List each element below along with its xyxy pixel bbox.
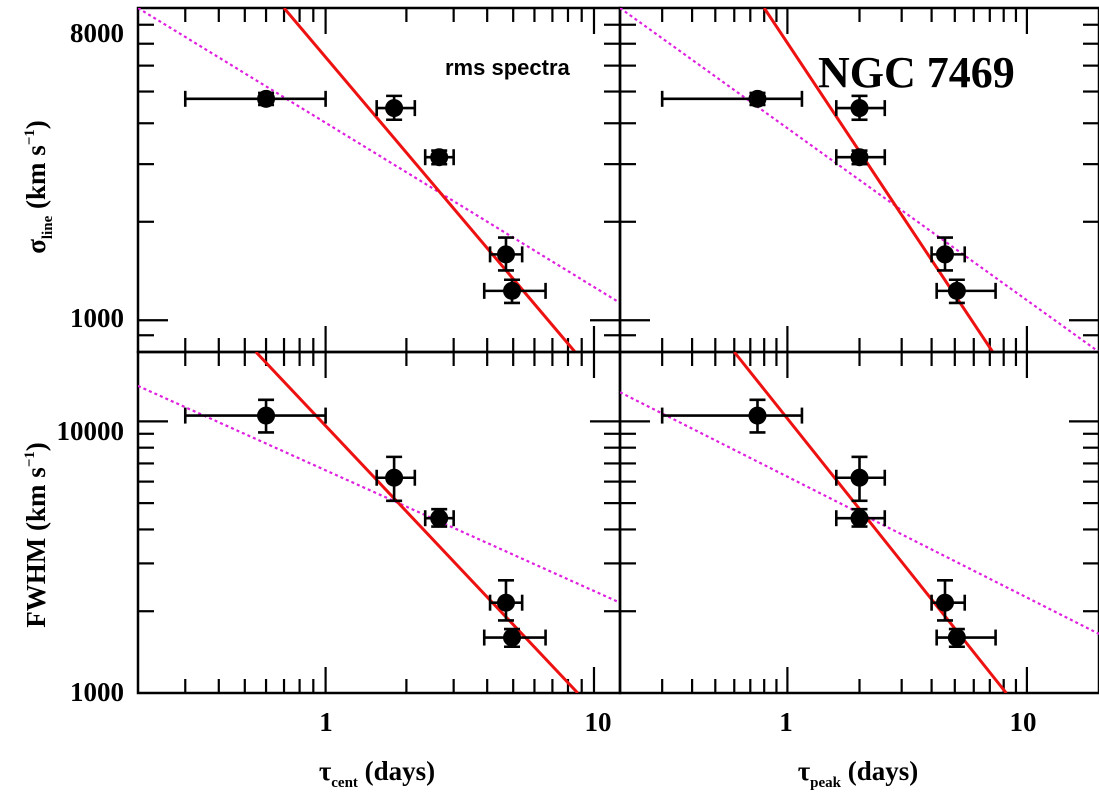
panel-plot-area [138,8,620,352]
data-point-1 [660,89,804,108]
data-point-5 [935,278,997,305]
y-axis-label-top: σline (km s−1) [21,120,56,254]
annotation-rms-spectra: rms spectra [445,55,571,80]
data-marker [503,628,522,647]
panel-bottom-right [618,350,1099,695]
panel-bottom-left [136,350,622,695]
data-point-2 [375,94,417,122]
data-marker [257,406,276,425]
data-point-1 [183,398,327,434]
data-point-3 [834,507,887,528]
data-marker [850,468,869,487]
data-marker [257,89,276,108]
fit-line-solid [733,352,1008,693]
data-marker [935,245,954,264]
data-point-1 [183,89,327,108]
x-axis-label-left: τcent (days) [319,756,435,791]
data-marker [947,281,966,300]
data-marker [748,89,767,108]
panel-plot-area [620,352,1099,693]
fit-line-solid [282,8,577,352]
xtick-left-1: 1 [319,707,333,737]
xtick-left-10: 10 [585,707,612,737]
data-point-4 [930,578,967,622]
ytick-top-8000: 8000 [70,18,124,48]
panel-top-right [618,6,1099,354]
xtick-right-10: 10 [1010,707,1037,737]
annotation-ngc7469: NGC 7469 [818,48,1015,97]
data-marker [430,509,449,528]
fit-line-dotted [138,8,620,304]
panel-plot-area [138,352,620,693]
fit-line-dotted [138,384,620,604]
data-point-2 [834,455,887,503]
data-point-4 [930,236,967,272]
data-marker [935,593,954,612]
data-marker [385,468,404,487]
ytick-bottom-1000: 1000 [70,677,124,707]
data-point-4 [488,236,524,272]
data-marker [748,406,767,425]
xtick-right-1: 1 [779,707,793,737]
data-marker [496,245,515,264]
y-axis-label-bottom: FWHM (km s−1) [21,442,51,628]
data-point-4 [488,578,524,622]
data-marker [430,148,449,167]
data-point-3 [834,148,887,167]
data-point-2 [834,94,887,122]
data-marker [850,99,869,118]
ytick-top-1000: 1000 [70,303,124,333]
fit-line-dotted [620,8,1099,352]
data-point-5 [482,278,547,305]
data-point-2 [375,455,417,503]
fit-line-solid [254,352,579,693]
data-point-3 [423,148,455,167]
data-marker [947,628,966,647]
data-marker [850,148,869,167]
data-marker [503,281,522,300]
panel-plot-area [620,8,1099,352]
data-point-5 [482,627,547,649]
data-marker [496,593,515,612]
data-point-5 [935,627,997,649]
x-axis-label-right: τpeak (days) [798,756,919,791]
ytick-bottom-10000: 10000 [57,416,125,446]
data-marker [385,99,404,118]
data-point-3 [423,507,455,528]
data-marker [850,509,869,528]
data-point-1 [660,398,804,434]
panels [136,6,1099,695]
panel-frame [136,350,622,695]
